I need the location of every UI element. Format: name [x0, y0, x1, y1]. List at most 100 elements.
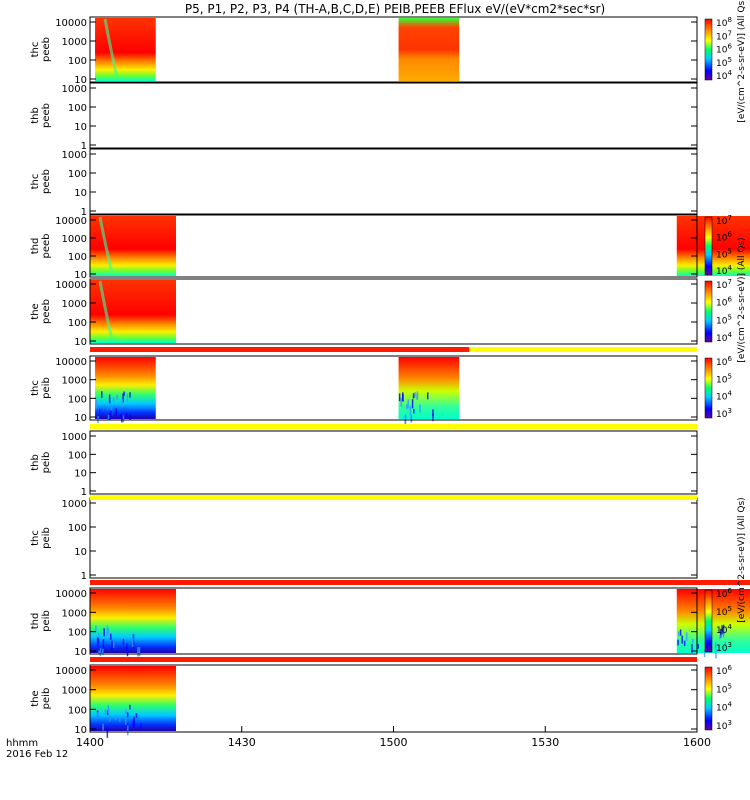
y-tick-label: 10 — [74, 547, 87, 558]
noise-mark — [127, 725, 129, 735]
noise-mark — [125, 718, 127, 725]
panel-label: thc peib — [30, 527, 52, 549]
y-tick-label: 10 — [74, 413, 87, 424]
noise-mark — [678, 631, 680, 636]
spectrogram-block — [95, 357, 156, 419]
panel-frame — [90, 431, 697, 494]
y-tick-label: 100 — [68, 318, 87, 329]
panel-subname: peib — [41, 527, 52, 549]
noise-mark — [109, 715, 111, 722]
y-tick-label: 100 — [68, 252, 87, 263]
panel-label: thc peeb — [30, 169, 52, 194]
noise-mark — [125, 710, 127, 715]
noise-mark — [416, 394, 418, 400]
colorbar-tick-label: 104 — [716, 701, 732, 714]
colorbar — [705, 19, 712, 80]
y-tick-label: 1000 — [62, 499, 87, 510]
noise-mark — [686, 632, 688, 641]
noise-mark — [110, 634, 112, 640]
noise-mark — [692, 639, 694, 643]
noise-mark — [110, 410, 112, 417]
colorbar-unit-text: [eV/(cm^2-s-sr-eV)] (All Qs) — [737, 0, 747, 123]
colorbar-tick-label: 105 — [716, 372, 732, 385]
y-tick-label: 100 — [68, 450, 87, 461]
noise-mark — [129, 392, 131, 397]
y-tick-label: 100 — [68, 523, 87, 534]
panel-label: thc peib — [30, 377, 52, 399]
noise-mark — [414, 392, 416, 398]
colorbar-unit-label: [eV/(cm^2-s-sr-eV)] (All Qs) — [737, 237, 747, 362]
panel-name: thd — [30, 613, 41, 630]
spectrogram-block — [399, 357, 460, 419]
noise-mark — [119, 715, 121, 722]
noise-mark — [102, 724, 104, 731]
noise-mark — [105, 709, 107, 715]
y-tick-label: 1 — [81, 571, 87, 582]
noise-mark — [107, 626, 109, 636]
panel-name: thd — [30, 238, 41, 255]
noise-mark — [126, 413, 128, 417]
panel-frame — [90, 17, 697, 82]
panel-label: thb peeb — [30, 103, 52, 128]
panel-name: thc — [30, 380, 41, 396]
panel-subname: peeb — [41, 103, 52, 128]
noise-mark — [402, 392, 404, 401]
y-tick-label: 1000 — [62, 150, 87, 161]
noise-mark — [129, 415, 131, 420]
noise-mark — [123, 415, 125, 422]
spectrogram-block — [95, 18, 156, 81]
noise-mark — [413, 409, 415, 413]
y-tick-label: 10 — [74, 647, 87, 658]
colorbar-unit-label: [eV/(cm^2-s-sr-eV)] (All Qs) — [737, 497, 747, 622]
noise-mark — [132, 639, 134, 647]
noise-mark — [419, 405, 421, 413]
panel-name: thc — [30, 42, 41, 58]
time-axis-date-label: 2016 Feb 12 — [6, 749, 68, 760]
status-bar — [90, 347, 469, 352]
panel-frame — [90, 279, 697, 344]
y-tick-label: 10000 — [55, 280, 87, 291]
noise-mark — [681, 636, 683, 644]
colorbar-tick-label: 106 — [716, 355, 732, 368]
panel-frame — [90, 149, 697, 214]
y-tick-label: 10000 — [55, 666, 87, 677]
panel-frame — [90, 665, 697, 732]
panel-label: the peib — [30, 688, 52, 710]
noise-mark — [115, 715, 117, 720]
y-tick-label: 1000 — [62, 299, 87, 310]
y-tick-label: 100 — [68, 705, 87, 716]
panel-label: thd peib — [30, 610, 52, 632]
panel-subname: peib — [41, 610, 52, 632]
noise-mark — [103, 639, 105, 649]
spectrogram-block — [399, 18, 460, 81]
noise-mark — [697, 644, 699, 649]
y-tick-label: 100 — [68, 628, 87, 639]
y-tick-label: 1 — [81, 487, 87, 498]
panel-label: thb peib — [30, 452, 52, 474]
y-tick-label: 1000 — [62, 376, 87, 387]
y-tick-label: 1000 — [62, 37, 87, 48]
noise-mark — [123, 639, 125, 645]
noise-mark — [95, 400, 97, 409]
panel-subname: peib — [41, 688, 52, 710]
colorbar-unit-text: [eV/(cm^2-s-sr-eV)] (All Qs) — [737, 497, 747, 622]
noise-mark — [412, 399, 414, 408]
noise-mark — [400, 398, 402, 407]
noise-mark — [127, 647, 129, 656]
colorbar-tick-label: 106 — [716, 43, 732, 56]
x-tick-label: 1500 — [380, 736, 408, 749]
colorbar — [705, 217, 712, 275]
colorbar-tick-label: 106 — [716, 296, 732, 309]
y-tick-label: 10 — [74, 337, 87, 348]
y-tick-label: 10 — [74, 725, 87, 736]
noise-mark — [406, 404, 408, 409]
noise-mark — [97, 637, 99, 646]
y-tick-label: 100 — [68, 103, 87, 114]
y-tick-label: 1000 — [62, 686, 87, 697]
noise-mark — [113, 397, 115, 402]
time-axis-unit-label: hhmm — [6, 738, 68, 749]
y-tick-label: 100 — [68, 169, 87, 180]
noise-mark — [111, 641, 113, 650]
x-tick-label: 1400 — [76, 736, 104, 749]
panel-name: thb — [30, 454, 41, 471]
